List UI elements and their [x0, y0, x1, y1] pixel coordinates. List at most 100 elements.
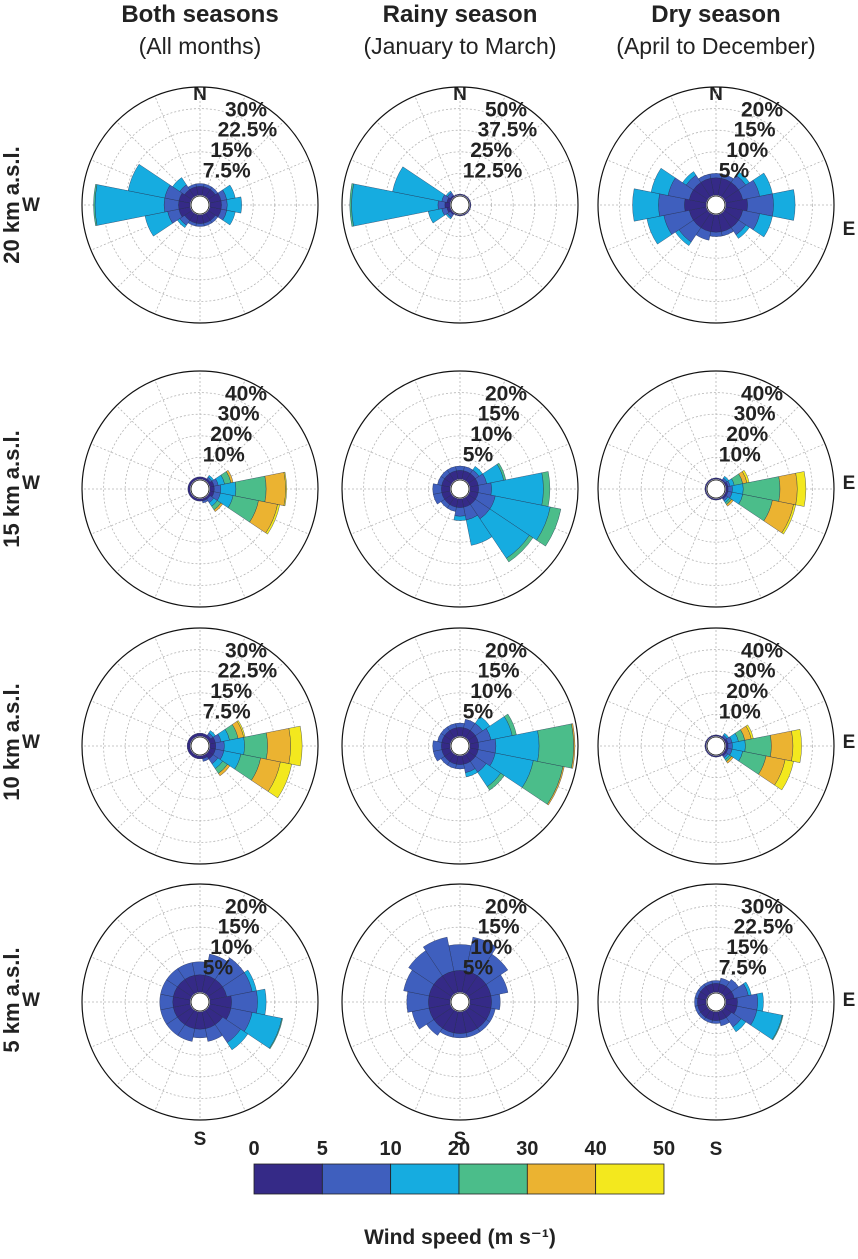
rose-sector: [422, 936, 455, 976]
grid-spoke: [206, 121, 284, 199]
grid-spoke: [466, 405, 544, 483]
grid-spoke: [606, 492, 707, 535]
rose-outline: [597, 86, 835, 324]
grid-ring: [427, 172, 492, 237]
rose-center: [706, 992, 726, 1012]
grid-spoke: [116, 495, 194, 573]
rose-outline: [597, 883, 835, 1121]
grid-spoke: [116, 211, 194, 289]
rose-sector: [791, 729, 802, 763]
rose-sector: [465, 515, 493, 546]
grid-spoke: [466, 211, 544, 289]
colorbar-swatch: [595, 1163, 665, 1195]
rose-sector: [127, 163, 171, 199]
grid-ring: [103, 108, 297, 302]
rose-sector: [703, 980, 713, 987]
grid-ring: [103, 392, 297, 586]
colorbar-label: Wind speed (m s⁻¹): [364, 1226, 556, 1249]
rose-center: [450, 736, 470, 756]
grid-spoke: [414, 636, 457, 737]
ring-label: 10%: [719, 700, 761, 723]
ring-label: 15%: [734, 119, 776, 142]
rose-sector: [711, 1020, 721, 1024]
grid-ring: [619, 392, 813, 586]
colorbar-tick-label: 50: [653, 1138, 675, 1160]
grid-ring: [363, 392, 557, 586]
grid-spoke: [154, 214, 197, 315]
compass-e-row2: E: [843, 473, 856, 494]
grid-ring: [363, 905, 557, 1099]
grid-spoke: [466, 121, 544, 199]
grid-spoke: [469, 159, 570, 202]
rose-sector: [267, 761, 292, 799]
grid-spoke: [632, 752, 710, 830]
rose-sector: [469, 202, 472, 208]
rose-sector: [192, 1028, 208, 1039]
grid-spoke: [350, 700, 451, 743]
grid-spoke: [203, 379, 246, 480]
rose-sector: [226, 196, 242, 214]
grid-spoke: [350, 749, 451, 792]
grid-spoke: [606, 1005, 707, 1048]
rose-sector: [192, 476, 199, 481]
rose-sector: [547, 766, 565, 806]
wind-rose-panel: 12.5%25%37.5%50%: [341, 86, 579, 324]
rose-sector: [265, 504, 280, 535]
rose-sector: [772, 189, 796, 221]
rose-sector: [457, 193, 463, 196]
column-subtitle-dry: (April to December): [616, 33, 815, 59]
wind-rose-panel: 5%10%15%20%: [81, 883, 319, 1121]
rose-sector: [197, 755, 203, 760]
rose-sector: [713, 498, 719, 501]
ring-label: 5%: [203, 956, 234, 979]
grid-spoke: [466, 918, 544, 996]
grid-spoke: [463, 95, 506, 196]
grid-spoke: [670, 636, 713, 737]
rose-sector: [187, 486, 191, 492]
rose-center: [190, 736, 210, 756]
grid-spoke: [209, 159, 310, 202]
rose-sector: [195, 183, 205, 187]
grid-spoke: [376, 918, 454, 996]
grid-spoke: [90, 492, 191, 535]
colorbar: 0 5 10 20 30 40 50 Wind speed (m s⁻¹): [248, 1138, 675, 1249]
grid-ring: [406, 948, 514, 1056]
rose-sector: [781, 504, 796, 535]
compass-e-row3: E: [843, 732, 856, 753]
rose-center: [190, 992, 210, 1012]
rose-sector: [159, 993, 174, 1011]
grid-spoke: [670, 379, 713, 480]
grid-spoke: [414, 755, 457, 856]
rose-sector: [727, 742, 733, 750]
rose-sector: [202, 498, 209, 504]
grid-ring: [384, 129, 536, 281]
ring-label: 5%: [463, 956, 494, 979]
ring-label: 30%: [225, 639, 267, 662]
grid-spoke: [90, 749, 191, 792]
grid-spoke: [414, 214, 457, 315]
rose-sector: [486, 974, 509, 997]
ring-label: 40%: [225, 382, 267, 405]
rose-outline: [81, 86, 319, 324]
rose-sector: [709, 477, 715, 481]
wind-rose-panel: 7.5%15%22.5%30%: [81, 627, 319, 865]
rose-center: [190, 195, 210, 215]
grid-spoke: [722, 918, 800, 996]
ring-label: 30%: [218, 403, 260, 426]
ring-label: 40%: [741, 639, 783, 662]
grid-spoke: [376, 495, 454, 573]
rose-sector: [288, 725, 303, 767]
grid-spoke: [606, 700, 707, 743]
grid-spoke: [463, 214, 506, 315]
rose-center: [706, 195, 726, 215]
rose-sector: [256, 988, 267, 1016]
rose-outline: [597, 370, 835, 608]
wind-rose-panel: 5%10%15%20%: [341, 627, 579, 865]
rose-outline: [81, 883, 319, 1121]
ring-label: 15%: [478, 916, 520, 939]
ring-label: 22.5%: [734, 916, 794, 939]
grid-spoke: [414, 95, 457, 196]
colorbar-swatch: [390, 1163, 460, 1195]
rose-sector: [711, 980, 721, 984]
colorbar-tick-label: 30: [516, 1138, 538, 1160]
